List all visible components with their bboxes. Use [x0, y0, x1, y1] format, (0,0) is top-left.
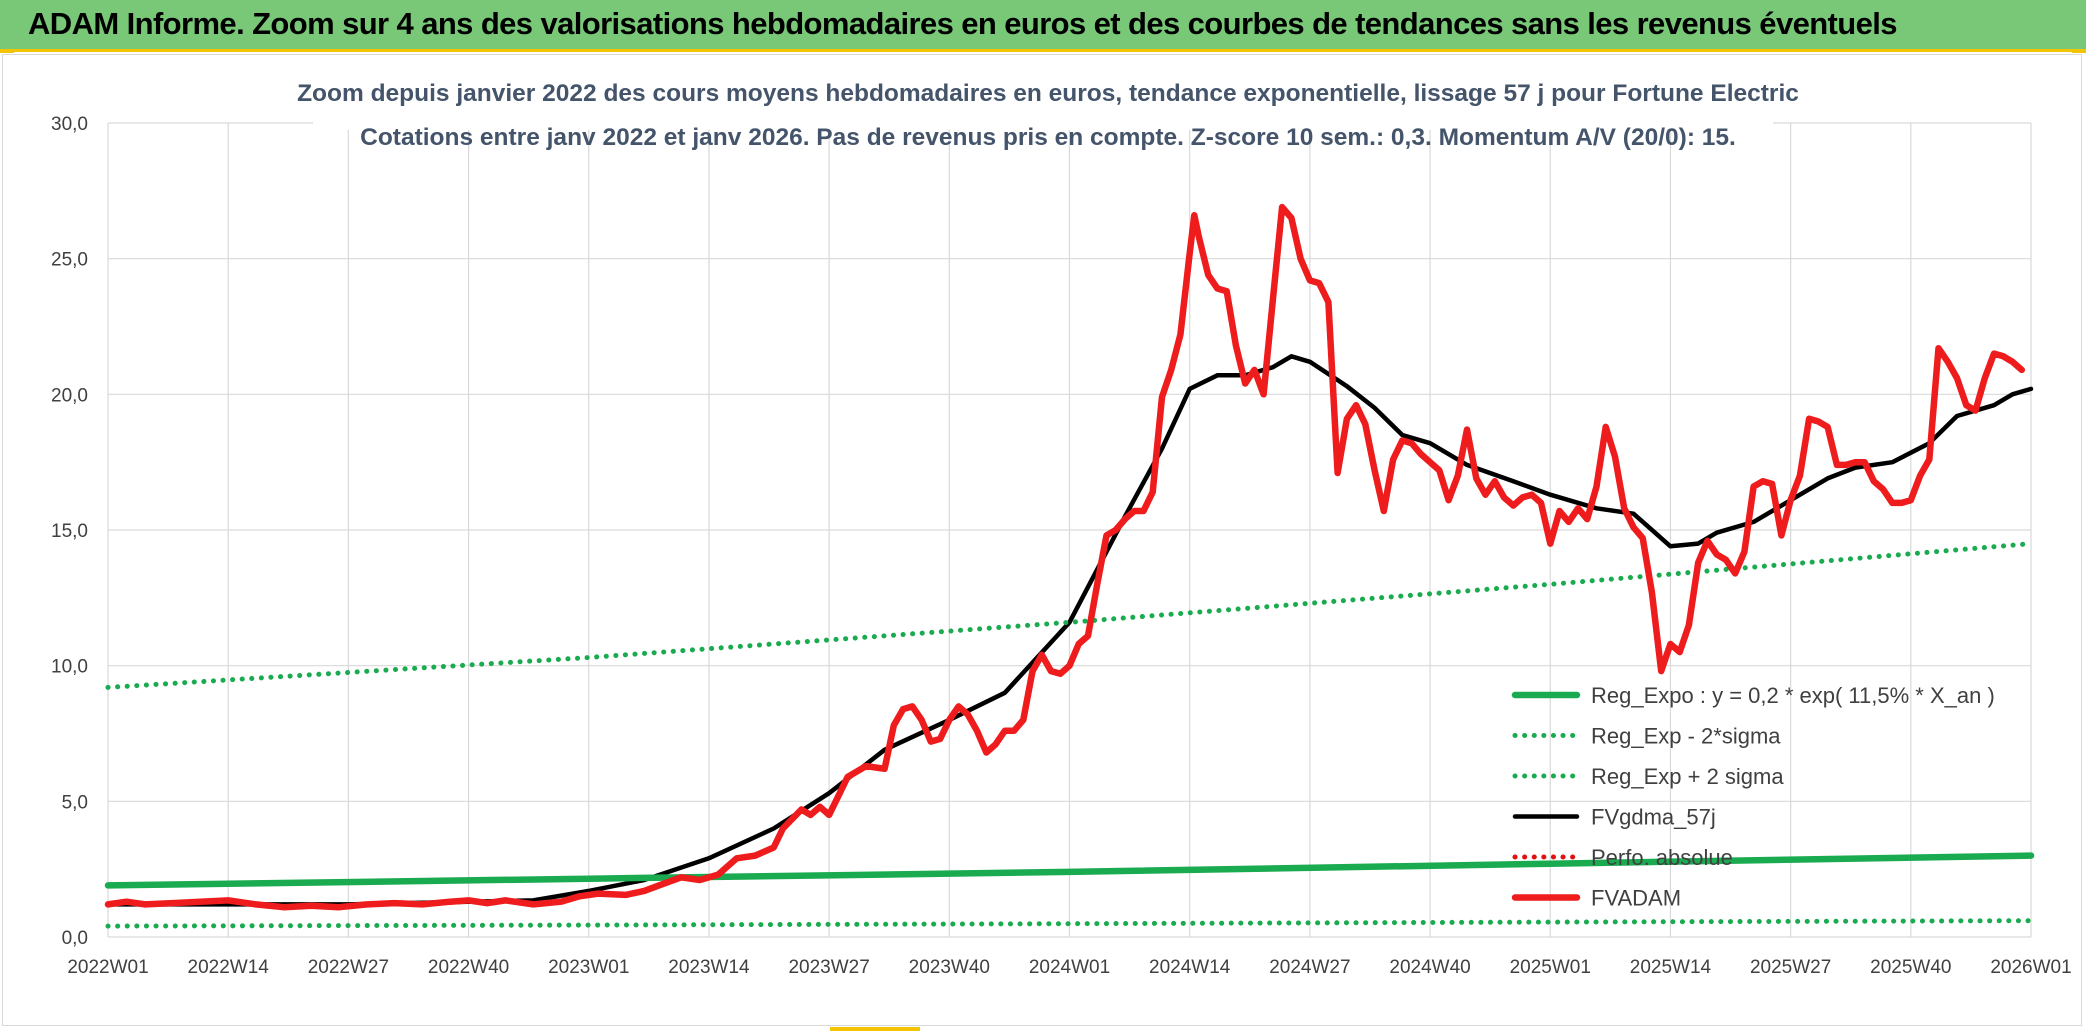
axes: 0,0 5,0 10,0 15,0 20,0 25,0 30,0 2022W01 2022W14…: [51, 114, 2072, 978]
legend: Reg_Expo : y = 0,2 * exp( 11,5% * X_an )…: [1511, 683, 1995, 911]
x-tick-label: 2022W14: [188, 957, 270, 978]
x-tick-label: 2024W27: [1269, 957, 1350, 978]
title-bar: ADAM Informe. Zoom sur 4 ans des valoris…: [0, 0, 2086, 52]
x-tick-label: 2025W01: [1510, 957, 1591, 978]
y-tick-label: 30,0: [51, 114, 88, 135]
y-tick-label: 15,0: [51, 521, 88, 542]
x-tick-label: 2023W27: [788, 957, 869, 978]
series-line-fvadam: [104, 203, 2026, 911]
x-tick-label: 2026W01: [1990, 957, 2071, 978]
legend-label: Reg_Exp + 2 sigma: [1591, 764, 1784, 789]
corner-accent-left: [0, 49, 14, 53]
x-tick-label: 2025W40: [1870, 957, 1951, 978]
x-tick-label: 2022W40: [428, 957, 509, 978]
x-tick-label: 2022W01: [67, 957, 148, 978]
x-tick-label: 2024W14: [1149, 957, 1231, 978]
grid: [107, 122, 2032, 938]
legend-label: FVADAM: [1591, 886, 1681, 911]
chart-title-backdrop: [313, 58, 1773, 130]
y-tick-label: 10,0: [51, 657, 88, 678]
x-tick-label: 2023W01: [548, 957, 629, 978]
series-line-reg-exp-2-sigma: [105, 918, 2034, 929]
y-tick-label: 25,0: [51, 250, 88, 271]
legend-label: FVgdma_57j: [1591, 805, 1716, 830]
chart-frame: 0,0 5,0 10,0 15,0 20,0 25,0 30,0 2022W01 2022W14…: [2, 54, 2082, 1026]
chart-title: Zoom depuis janvier 2022 des cours moyen…: [297, 80, 1799, 107]
series-line-reg-expo-y-0-2-exp-11-5-x-an: [104, 852, 2035, 889]
series: [104, 203, 2035, 929]
x-tick-label: 2022W27: [308, 957, 389, 978]
x-tick-label: 2024W01: [1029, 957, 1110, 978]
chart-subtitle: Cotations entre janv 2022 et janv 2026. …: [360, 124, 1736, 151]
y-tick-label: 0,0: [62, 928, 88, 949]
bottom-accent: [830, 1027, 920, 1031]
x-tick-label: 2025W27: [1750, 957, 1831, 978]
legend-label: Perfo. absolue: [1591, 845, 1733, 870]
legend-label: Reg_Expo : y = 0,2 * exp( 11,5% * X_an ): [1591, 683, 1995, 708]
corner-accent-right: [2072, 49, 2086, 53]
chart: 0,0 5,0 10,0 15,0 20,0 25,0 30,0 2022W01 2022W14…: [51, 58, 2072, 978]
x-tick-label: 2023W40: [909, 957, 990, 978]
x-tick-label: 2024W40: [1389, 957, 1470, 978]
legend-label: Reg_Exp - 2*sigma: [1591, 724, 1781, 749]
x-tick-label: 2025W14: [1630, 957, 1712, 978]
page-title: ADAM Informe. Zoom sur 4 ans des valoris…: [28, 6, 1898, 41]
y-tick-label: 20,0: [51, 385, 88, 406]
x-tick-label: 2023W14: [668, 957, 750, 978]
y-tick-label: 5,0: [62, 792, 88, 813]
series-line-fvgdma-57j: [105, 354, 2034, 907]
